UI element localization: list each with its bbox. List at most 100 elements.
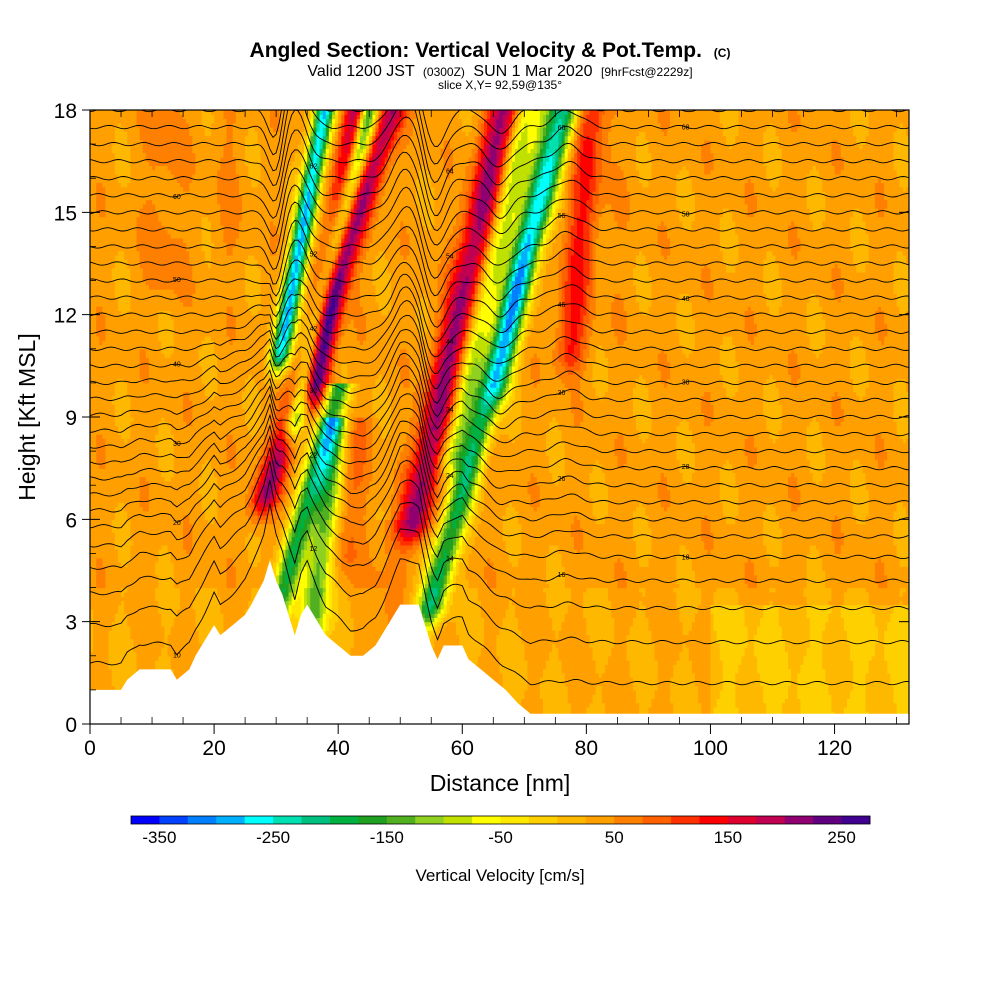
velocity-cell: [428, 600, 435, 606]
velocity-cell: [269, 438, 274, 444]
velocity-cell: [328, 510, 333, 516]
velocity-cell: [440, 515, 445, 520]
velocity-cell: [651, 412, 705, 418]
velocity-cell: [626, 647, 656, 653]
velocity-cell: [496, 425, 522, 431]
velocity-cell: [443, 476, 448, 482]
velocity-cell: [440, 493, 445, 499]
velocity-cell: [434, 613, 439, 618]
velocity-cell: [521, 523, 572, 529]
velocity-cell: [651, 630, 684, 636]
velocity-cell: [853, 660, 870, 665]
velocity-cell: [313, 417, 318, 422]
velocity-cell: [753, 566, 808, 572]
velocity-cell: [294, 438, 308, 444]
velocity-cell: [161, 468, 175, 474]
velocity-cell: [781, 408, 833, 414]
velocity-cell: [344, 408, 349, 414]
velocity-cell: [161, 651, 169, 657]
velocity-cell: [291, 506, 296, 512]
velocity-cell: [415, 493, 423, 499]
velocity-cell: [595, 685, 603, 691]
velocity-cell: [415, 451, 420, 456]
velocity-cell: [421, 519, 426, 525]
velocity-cell: [452, 421, 457, 427]
velocity-cell: [145, 476, 166, 482]
velocity-cell: [744, 561, 755, 567]
velocity-cell: [406, 455, 414, 461]
velocity-cell: [766, 549, 783, 555]
velocity-cell: [400, 485, 404, 491]
velocity-cell: [127, 387, 206, 393]
velocity-cell: [428, 630, 435, 636]
velocity-cell: [809, 630, 823, 636]
velocity-cell: [322, 451, 327, 456]
velocity-cell: [710, 711, 715, 717]
velocity-cell: [434, 391, 439, 397]
velocity-cell: [592, 502, 609, 508]
velocity-cell: [421, 446, 426, 452]
velocity-cell: [887, 625, 909, 631]
velocity-cell: [204, 391, 218, 397]
velocity-cell: [300, 506, 305, 512]
velocity-cell: [251, 510, 259, 516]
velocity-cell: [465, 489, 470, 495]
velocity-cell: [350, 434, 355, 439]
velocity-cell: [722, 502, 739, 508]
velocity-cell: [477, 463, 482, 469]
velocity-cell: [158, 425, 172, 431]
velocity-cell: [477, 489, 482, 495]
velocity-cell: [673, 587, 702, 593]
velocity-cell: [459, 463, 463, 469]
velocity-cell: [425, 391, 429, 397]
velocity-cell: [319, 613, 324, 618]
velocity-cell: [307, 591, 311, 597]
velocity-cell: [279, 579, 283, 584]
velocity-cell: [719, 468, 733, 474]
velocity-cell: [446, 412, 451, 418]
velocity-cell: [390, 498, 398, 503]
velocity-cell: [490, 421, 494, 427]
velocity-cell: [291, 446, 296, 452]
velocity-cell: [753, 638, 786, 644]
velocity-cell: [431, 634, 439, 640]
velocity-cell: [400, 506, 404, 512]
velocity-cell: [291, 549, 299, 555]
velocity-cell: [304, 544, 308, 550]
velocity-cell: [744, 651, 755, 657]
velocity-cell: [313, 510, 330, 516]
velocity-cell: [412, 442, 417, 448]
velocity-cell: [316, 429, 321, 435]
velocity-cell: [741, 660, 758, 665]
velocity-cell: [437, 613, 442, 618]
velocity-cell: [263, 438, 268, 444]
velocity-cell: [325, 472, 330, 478]
velocity-cell: [313, 476, 324, 482]
velocity-cell: [288, 429, 293, 435]
velocity-cell: [511, 374, 516, 380]
velocity-cell: [325, 378, 330, 384]
velocity-cell: [381, 425, 392, 431]
velocity-cell: [372, 561, 386, 567]
velocity-cell: [421, 613, 426, 618]
velocity-cell: [300, 468, 305, 474]
velocity-cell: [443, 404, 448, 410]
velocity-cell: [257, 455, 262, 461]
velocity-cell: [291, 442, 299, 448]
velocity-cell: [276, 408, 290, 414]
velocity-cell: [90, 519, 113, 525]
velocity-cell: [331, 446, 336, 452]
velocity-cell: [673, 711, 702, 717]
velocity-cell: [887, 455, 909, 461]
velocity-cell: [279, 510, 287, 516]
velocity-cell: [477, 395, 482, 401]
velocity-cell: [561, 429, 640, 435]
velocity-cell: [291, 625, 299, 631]
velocity-cell: [778, 621, 811, 627]
velocity-cell: [201, 506, 218, 512]
velocity-cell: [279, 459, 283, 465]
velocity-cell: [586, 587, 609, 593]
velocity-cell: [483, 463, 488, 469]
velocity-cell: [893, 694, 909, 700]
velocity-cell: [356, 399, 373, 405]
